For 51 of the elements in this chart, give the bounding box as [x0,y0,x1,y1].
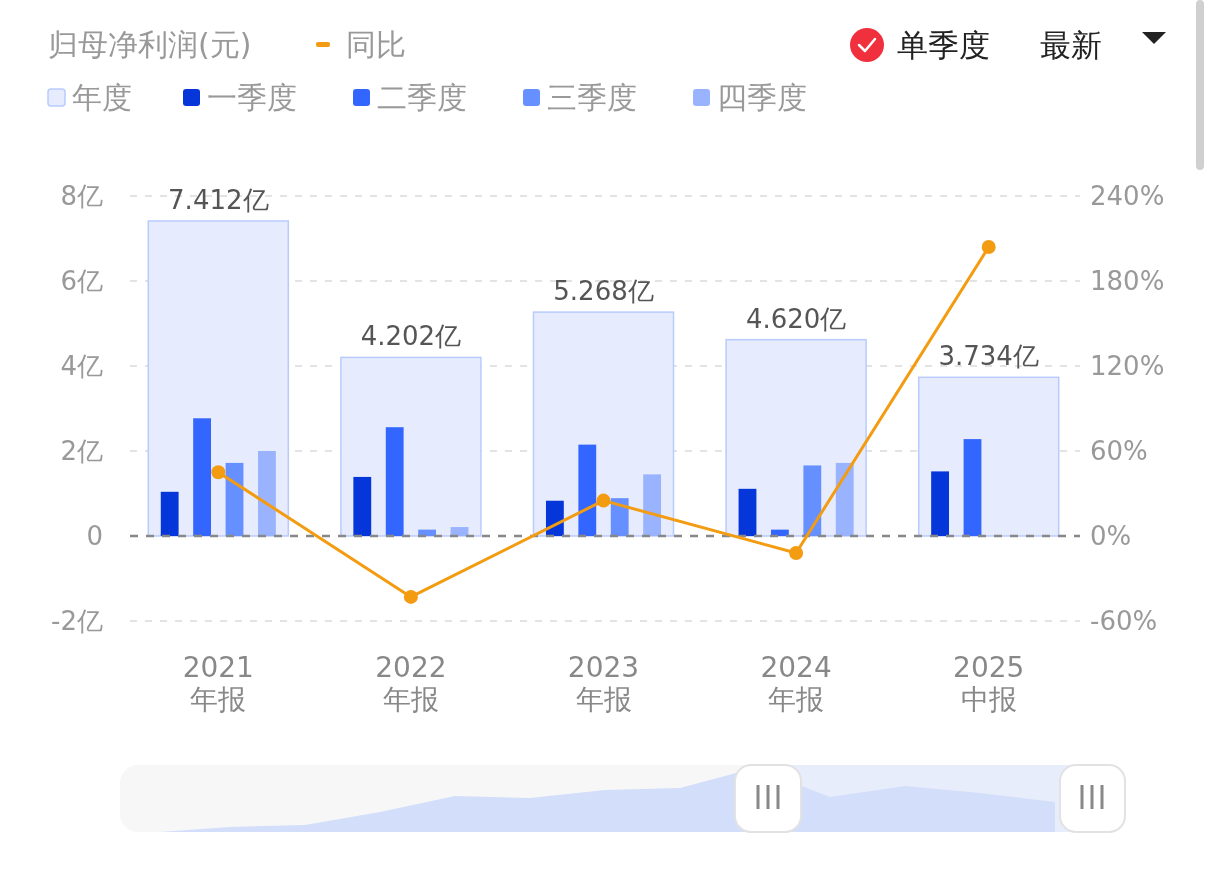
y-tick-label: 6亿 [60,266,103,297]
y2-tick-label: 60% [1090,436,1148,467]
bar [385,427,404,536]
text: 单季度 [897,27,990,63]
bar [193,418,212,536]
point [403,589,418,604]
legend-label: 四季度 [717,80,807,115]
bar [578,444,597,536]
text: 最新 [1040,27,1102,63]
bar [738,488,757,536]
y-tick-label: 8亿 [60,181,103,212]
bar [931,471,949,536]
legend-label: 同比 [346,27,406,62]
legend-label: 三季度 [547,80,637,115]
bar [610,498,629,536]
data-label: 3.734亿 [938,341,1039,372]
x-tick-label: 2021 年报 [182,651,254,716]
x-tick-label: 2022 年报 [375,651,447,716]
y-tick-label: 2亿 [60,436,103,467]
bar [835,462,854,536]
point [789,546,804,560]
bar [353,476,372,536]
legend-label: 年度 [72,80,132,115]
data-label: 7.412亿 [168,184,269,215]
data-label: 5.268亿 [553,276,654,307]
point [596,493,611,508]
bar [963,439,982,536]
bar [450,527,469,536]
x-tick-label: 2025 中报 [953,651,1025,716]
x-tick-label: 2023 年报 [567,651,640,716]
bar [803,465,822,536]
legend-label: 二季度 [377,80,467,115]
bar [643,474,662,536]
y2-tick-label: 120% [1090,351,1165,382]
y2-tick-label: -60% [1090,606,1158,637]
bar [258,451,276,536]
chart-title: 归母净利润(元) [48,27,252,62]
point [211,465,226,480]
y-tick-label: 4亿 [60,351,103,382]
bar [225,462,244,536]
y2-tick-label: 240% [1090,181,1165,212]
point [981,240,996,254]
legend-label: 一季度 [207,80,297,115]
y-tick-label: -2亿 [51,606,103,637]
data-label: 4.202亿 [360,321,462,352]
bar [160,491,179,536]
x-tick-label: 2024 年报 [760,651,832,716]
y2-tick-label: 180% [1090,266,1165,297]
y-tick-label: 0 [86,521,103,552]
y2-tick-label: 0% [1090,521,1132,552]
data-label: 4.620亿 [745,303,847,334]
